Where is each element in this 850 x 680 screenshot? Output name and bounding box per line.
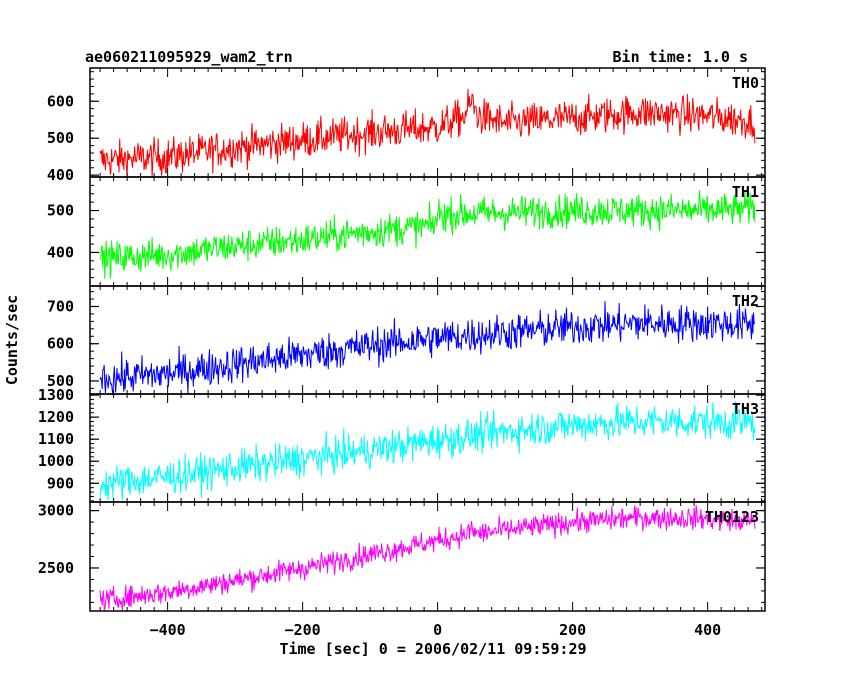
- x-tick-label: 0: [433, 621, 442, 639]
- y-tick-label: 500: [47, 202, 74, 220]
- panel-frame-th1: [89, 176, 766, 287]
- x-tick-label: −400: [150, 621, 186, 639]
- panel-label-th1: TH1: [732, 183, 759, 201]
- series-th2-line: [99, 300, 756, 394]
- y-tick-label: 900: [47, 474, 74, 492]
- panel-label-th0123: TH0123: [705, 508, 759, 526]
- y-tick-label: 1000: [38, 452, 74, 470]
- series-th1-line: [99, 190, 756, 280]
- x-tick-label: 400: [694, 621, 721, 639]
- panel-frame-th0: [89, 67, 766, 178]
- y-tick-label: 600: [47, 92, 74, 110]
- bin-time-label: Bin time: 1.0 s: [613, 48, 748, 66]
- series-th0-line: [99, 88, 756, 177]
- x-tick-label: −200: [285, 621, 321, 639]
- y-tick-label: 3000: [38, 502, 74, 520]
- x-axis-label: Time [sec] 0 = 2006/02/11 09:59:29: [279, 640, 586, 658]
- y-tick-label: 1100: [38, 430, 74, 448]
- panel-label-th3: TH3: [732, 400, 759, 418]
- y-tick-label: 1300: [38, 386, 74, 404]
- y-axis-label: Counts/sec: [3, 295, 21, 385]
- panels-group: 400 500 600 TH0 400 500 TH1 500 600 700 TH2 900 1000…: [38, 67, 766, 639]
- y-tick-label: 2500: [38, 559, 74, 577]
- x-tick-label: 200: [559, 621, 586, 639]
- y-tick-label: 700: [47, 297, 74, 315]
- panel-label-th2: TH2: [732, 292, 759, 310]
- y-tick-label: 600: [47, 335, 74, 353]
- series-th0123-line: [99, 505, 756, 612]
- series-th3-line: [99, 400, 756, 501]
- panel-label-th0: TH0: [732, 74, 759, 92]
- chart-title: ae060211095929_wam2_trn: [85, 48, 293, 66]
- y-tick-label: 400: [47, 243, 74, 261]
- y-tick-label: 500: [47, 129, 74, 147]
- y-tick-label: 1200: [38, 408, 74, 426]
- y-tick-label: 400: [47, 166, 74, 184]
- y-tick-label: 500: [47, 372, 74, 390]
